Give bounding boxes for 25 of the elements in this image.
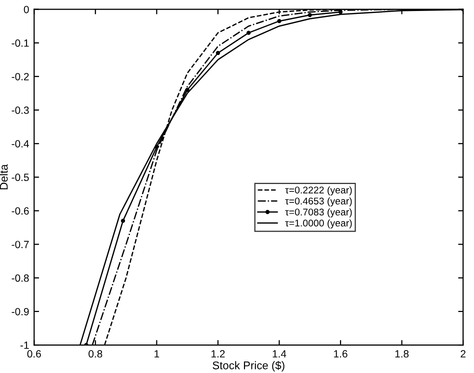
x-tick-label: 1.4 [272, 350, 286, 358]
y-tick-label: -0.2 [12, 72, 29, 80]
x-tick-label: 2 [460, 350, 466, 358]
y-tick-label: -0.5 [12, 174, 29, 182]
x-tick-label: 1.6 [334, 350, 348, 358]
x-axis-title: Stock Price ($) [212, 360, 284, 372]
y-tick-label: -0.1 [12, 39, 29, 47]
x-tick-label: 1.2 [212, 350, 225, 358]
legend-label: τ=0.4653 (year) [285, 197, 352, 206]
y-tick-label: -0.7 [12, 240, 29, 248]
y-axis-title: Delta [0, 164, 8, 190]
legend-label: τ=0.2222 (year) [285, 186, 352, 196]
y-tick-label: -1 [20, 342, 29, 349]
x-tick-label: 1.8 [395, 350, 409, 358]
y-tick-label: -0.8 [12, 274, 29, 282]
y-tick-label: -0.6 [12, 207, 29, 215]
legend-label: τ=1.0000 (year) [285, 219, 352, 228]
y-tick-label: -0.3 [12, 106, 29, 114]
y-tick-label: -0.4 [12, 140, 29, 148]
legend-label: τ=0.7083 (year) [285, 208, 352, 218]
x-tick-label: 0.6 [27, 350, 41, 358]
x-tick-label: 1 [154, 350, 160, 358]
y-tick-label: -0.9 [12, 308, 29, 316]
y-tick-label: 0 [24, 6, 29, 14]
x-tick-label: 0.8 [88, 350, 102, 358]
